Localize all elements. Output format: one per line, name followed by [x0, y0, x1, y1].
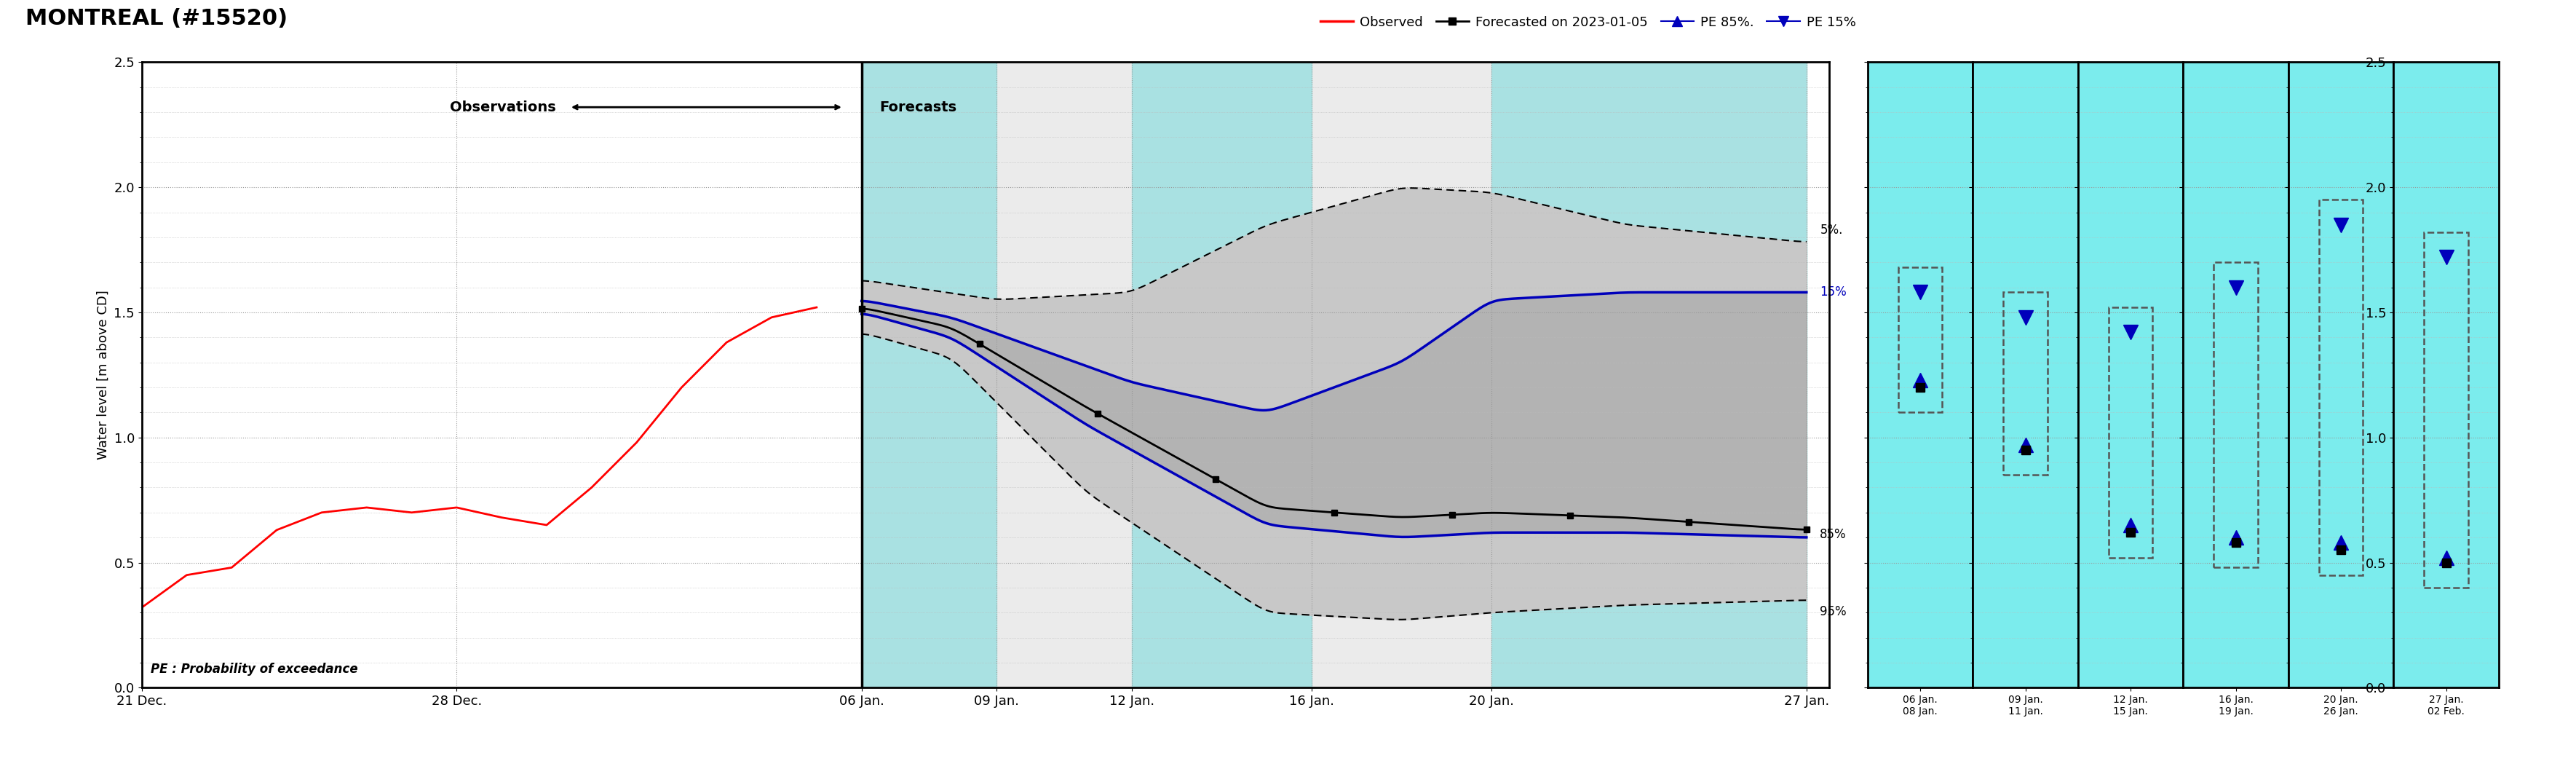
Text: MONTREAL (#15520): MONTREAL (#15520): [26, 8, 289, 29]
Text: 85%: 85%: [1821, 528, 1847, 542]
Bar: [1899, 267, 1942, 413]
Text: Forecasts: Forecasts: [878, 100, 956, 114]
Bar: [2110, 308, 2154, 558]
Bar: [2004, 292, 2048, 475]
Bar: [2318, 200, 2362, 575]
Text: 95%: 95%: [1821, 605, 1847, 618]
Y-axis label: Water level [m above CD]: Water level [m above CD]: [95, 290, 111, 460]
Text: PE : Probability of exceedance: PE : Probability of exceedance: [149, 663, 358, 675]
Text: Observations: Observations: [451, 100, 556, 114]
Bar: [860, 62, 997, 688]
Bar: [2213, 263, 2257, 567]
Text: 5%.: 5%.: [1821, 224, 1842, 237]
Legend: Observed, Forecasted on 2023-01-05, PE 85%., PE 15%: Observed, Forecasted on 2023-01-05, PE 8…: [1314, 10, 1860, 34]
Bar: [1492, 62, 1806, 688]
Text: 15%: 15%: [1821, 286, 1847, 299]
Bar: [1131, 62, 1311, 688]
Bar: [2424, 232, 2468, 587]
Bar: [860, 62, 1806, 688]
